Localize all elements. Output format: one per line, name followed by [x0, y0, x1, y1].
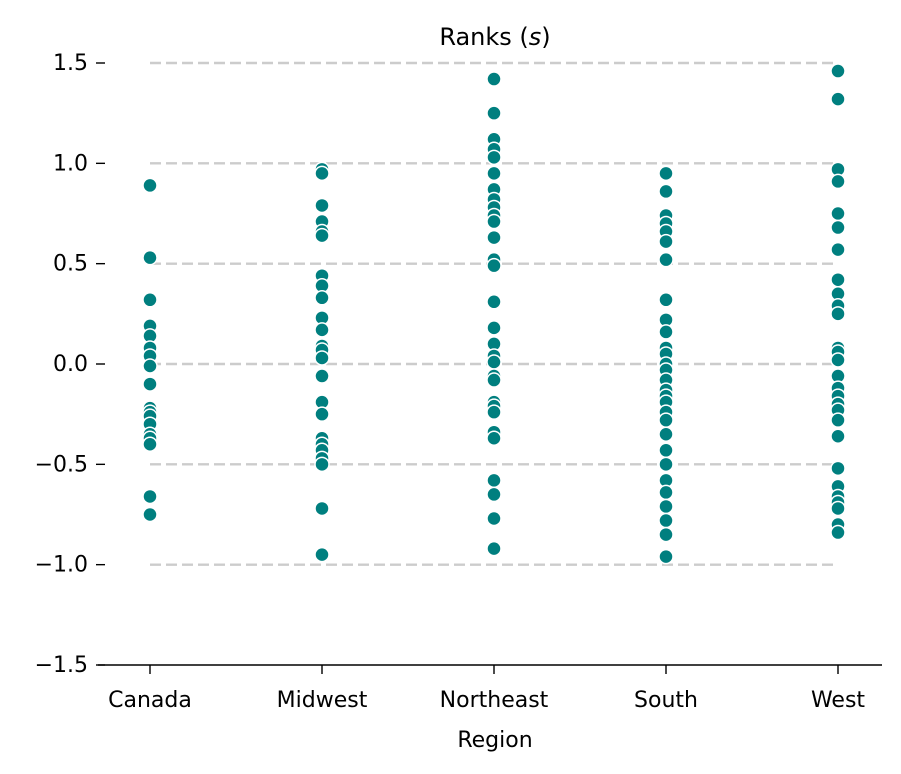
- data-point: [142, 292, 158, 308]
- data-point: [658, 426, 674, 442]
- data-point: [486, 320, 502, 336]
- data-point: [142, 249, 158, 266]
- y-tick-label: 0.0: [53, 352, 88, 377]
- data-point: [314, 406, 330, 422]
- data-point: [658, 484, 674, 501]
- data-point: [658, 251, 674, 268]
- data-point: [830, 219, 846, 236]
- y-tick-label: 0.5: [53, 252, 88, 277]
- data-point: [314, 227, 330, 244]
- x-tick-label: Midwest: [277, 688, 368, 713]
- data-point: [486, 294, 502, 310]
- x-tick-label: West: [811, 688, 865, 713]
- data-point: [486, 229, 502, 246]
- data-point: [486, 430, 502, 446]
- x-tick-label: Canada: [108, 688, 192, 713]
- data-point: [830, 91, 846, 107]
- points-layer: [142, 63, 846, 565]
- chart-title: Ranks (s): [439, 23, 550, 51]
- y-tick-label: 1.0: [53, 151, 88, 176]
- x-tick-label: Northeast: [440, 688, 549, 713]
- data-point: [142, 177, 158, 194]
- data-point: [830, 428, 846, 444]
- data-point: [658, 442, 674, 459]
- data-point: [486, 257, 502, 274]
- data-point: [486, 472, 502, 489]
- data-point: [486, 354, 502, 370]
- data-point: [830, 173, 846, 190]
- data-point: [830, 271, 846, 288]
- data-point: [486, 372, 502, 388]
- data-point: [486, 510, 502, 527]
- data-point: [658, 526, 674, 543]
- data-point: [142, 376, 158, 392]
- data-point: [658, 292, 674, 308]
- y-tick-label: −0.5: [35, 452, 88, 477]
- data-point: [830, 412, 846, 428]
- axis-layer: 1.5 1.0 0.5 0.0 −0.5 −1.0 −1.5 Canada Midwest Nor…: [35, 51, 882, 713]
- data-point: [658, 512, 674, 529]
- data-point: [314, 290, 330, 306]
- data-point: [830, 205, 846, 222]
- data-point: [486, 213, 502, 230]
- data-point: [830, 306, 846, 322]
- data-point: [314, 197, 330, 214]
- data-point: [830, 460, 846, 477]
- data-point: [314, 546, 330, 563]
- data-point: [830, 241, 846, 258]
- data-point: [486, 165, 502, 182]
- data-point: [314, 165, 330, 182]
- data-point: [314, 322, 330, 338]
- data-point: [658, 412, 674, 428]
- data-point: [314, 456, 330, 473]
- data-point: [830, 63, 846, 79]
- data-point: [658, 498, 674, 515]
- x-tick-label: South: [634, 688, 698, 713]
- data-point: [486, 540, 502, 557]
- x-axis-title: Region: [457, 728, 532, 753]
- data-point: [830, 352, 846, 368]
- data-point: [486, 105, 502, 121]
- y-tick-label: −1.5: [35, 653, 88, 678]
- data-point: [314, 368, 330, 384]
- data-point: [142, 488, 158, 505]
- data-point: [658, 233, 674, 250]
- data-point: [658, 324, 674, 340]
- data-point: [142, 358, 158, 374]
- data-point: [658, 548, 674, 565]
- data-point: [658, 165, 674, 182]
- y-tick-label: −1.0: [35, 553, 88, 578]
- data-point: [658, 183, 674, 200]
- y-tick-label: 1.5: [53, 51, 88, 76]
- data-point: [142, 506, 158, 523]
- data-point: [830, 500, 846, 517]
- data-point: [486, 404, 502, 420]
- data-point: [486, 486, 502, 503]
- data-point: [314, 500, 330, 517]
- data-point: [486, 149, 502, 166]
- data-point: [142, 436, 158, 453]
- data-point: [314, 350, 330, 366]
- data-point: [658, 456, 674, 473]
- data-point: [486, 71, 502, 87]
- data-point: [830, 524, 846, 541]
